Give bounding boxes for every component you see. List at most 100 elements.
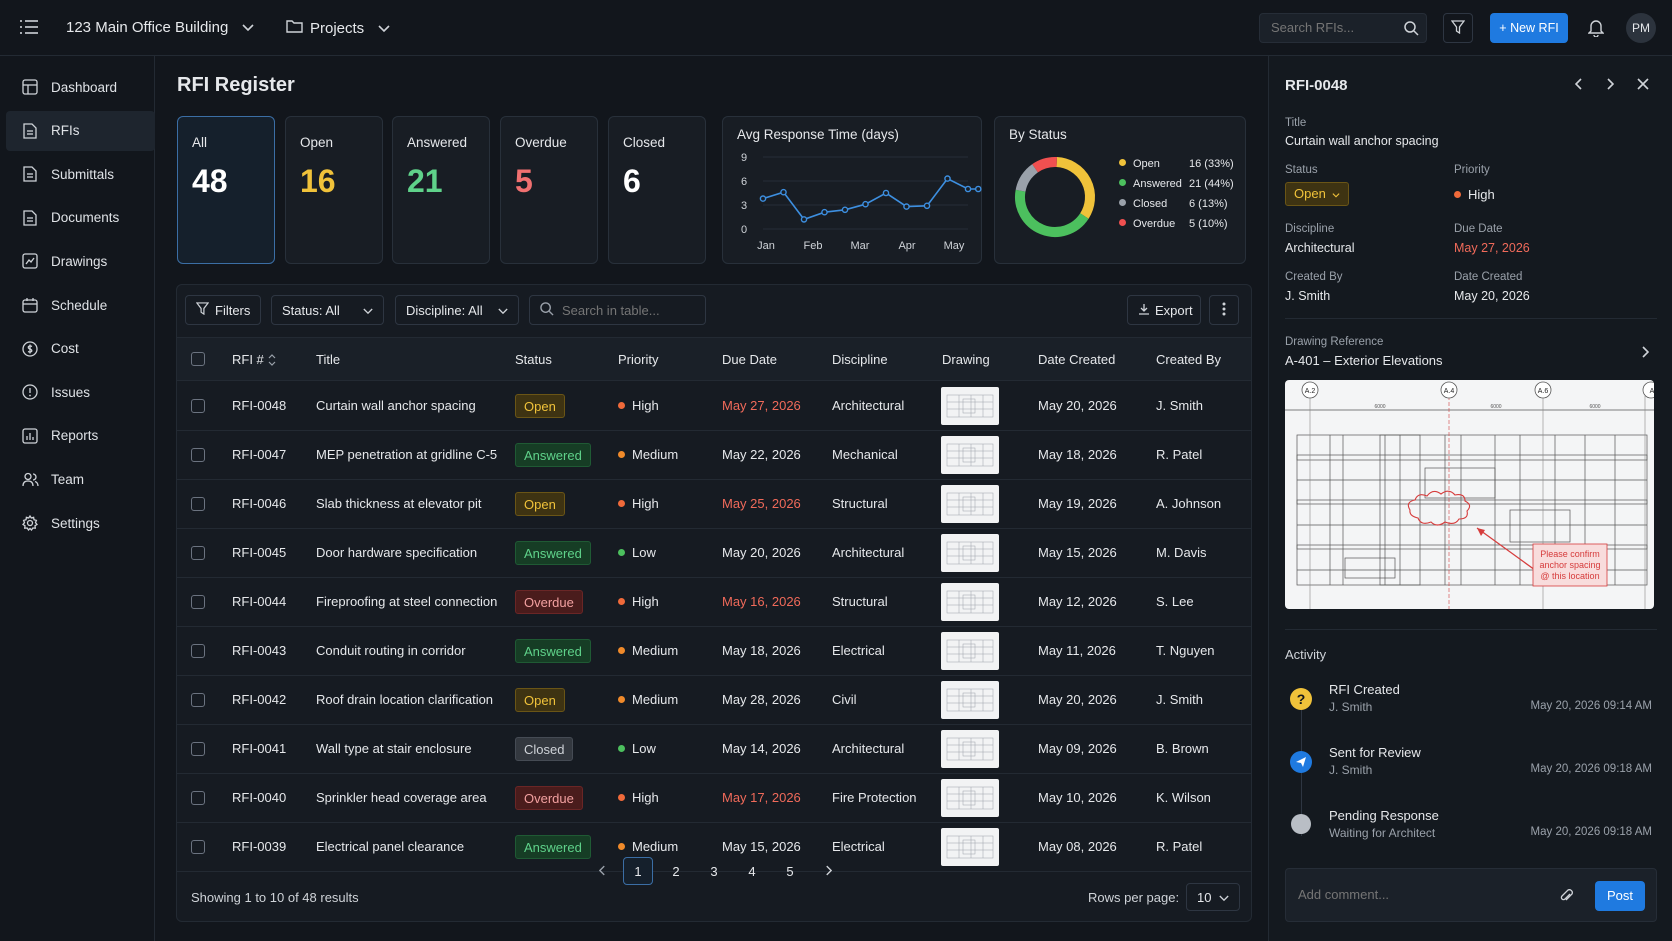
rfi-title[interactable]: Slab thickness at elevator pit <box>316 496 482 511</box>
page-button[interactable]: 2 <box>672 863 680 879</box>
table-search-input[interactable] <box>562 302 692 318</box>
row-checkbox[interactable] <box>191 448 205 462</box>
close-icon[interactable] <box>1637 78 1649 93</box>
table-row[interactable]: RFI-0042 Roof drain location clarificatio… <box>177 676 1251 725</box>
row-checkbox[interactable] <box>191 546 205 560</box>
rfi-number[interactable]: RFI-0042 <box>232 692 287 707</box>
sidebar-item-documents[interactable]: Documents <box>6 198 155 238</box>
search-icon[interactable] <box>1404 21 1419 39</box>
rfi-number[interactable]: RFI-0043 <box>232 643 287 658</box>
drawing-thumbnail[interactable] <box>941 681 999 719</box>
filters-button[interactable]: Filters <box>185 295 261 325</box>
page-button[interactable]: 4 <box>748 863 756 879</box>
attach-icon[interactable] <box>1560 889 1574 906</box>
sidebar-item-reports[interactable]: Reports <box>6 416 155 456</box>
drawing-thumbnail[interactable] <box>941 436 999 474</box>
select-all-checkbox[interactable] <box>191 352 205 366</box>
status-filter[interactable]: Status: All <box>271 295 384 325</box>
prev-page-button[interactable] <box>587 857 617 885</box>
drawing-thumbnail[interactable] <box>941 583 999 621</box>
rfi-number[interactable]: RFI-0040 <box>232 790 287 805</box>
chevron-right-icon[interactable] <box>1641 346 1650 361</box>
row-checkbox[interactable] <box>191 497 205 511</box>
stat-card-closed[interactable]: Closed 6 <box>608 116 706 264</box>
drawing-thumbnail[interactable] <box>941 534 999 572</box>
filter-button[interactable] <box>1443 13 1473 43</box>
status-dropdown[interactable]: Open <box>1285 182 1349 206</box>
rfi-number[interactable]: RFI-0045 <box>232 545 287 560</box>
table-row[interactable]: RFI-0043 Conduit routing in corridor Answe… <box>177 627 1251 676</box>
drawing-thumbnail[interactable] <box>941 828 999 866</box>
row-checkbox[interactable] <box>191 791 205 805</box>
next-page-button[interactable] <box>813 857 843 885</box>
sidebar-item-schedule[interactable]: Schedule <box>6 285 155 325</box>
sidebar-item-settings[interactable]: Settings <box>6 503 155 543</box>
search-input[interactable] <box>1271 20 1401 35</box>
rfi-number[interactable]: RFI-0044 <box>232 594 287 609</box>
rfi-number[interactable]: RFI-0048 <box>232 398 287 413</box>
prev-icon[interactable] <box>1574 78 1583 93</box>
more-button[interactable] <box>1209 295 1239 325</box>
stat-card-all[interactable]: All 48 <box>177 116 275 264</box>
drawing-thumbnail[interactable] <box>941 730 999 768</box>
drawing-preview[interactable]: A.2 A.4 A.6 A 6000 6000 6000 Please conf… <box>1285 380 1654 609</box>
row-checkbox[interactable] <box>191 840 205 854</box>
row-checkbox[interactable] <box>191 399 205 413</box>
sidebar-item-dashboard[interactable]: Dashboard <box>6 67 155 107</box>
post-button[interactable]: Post <box>1595 881 1645 911</box>
drawing-thumbnail[interactable] <box>941 387 999 425</box>
rfi-title[interactable]: Curtain wall anchor spacing <box>316 398 476 413</box>
next-icon[interactable] <box>1606 78 1615 93</box>
sidebar-item-drawings[interactable]: Drawings <box>6 241 155 281</box>
row-checkbox[interactable] <box>191 595 205 609</box>
project-selector[interactable]: 123 Main Office Building <box>66 19 254 36</box>
page-button[interactable]: 1 <box>623 857 653 885</box>
page-button[interactable]: 3 <box>710 863 718 879</box>
table-row[interactable]: RFI-0041 Wall type at stair enclosure Clos… <box>177 725 1251 774</box>
new-rfi-button[interactable]: + New RFI <box>1490 13 1568 43</box>
stat-card-answered[interactable]: Answered 21 <box>392 116 490 264</box>
rfi-number[interactable]: RFI-0039 <box>232 839 287 854</box>
stat-card-open[interactable]: Open 16 <box>285 116 383 264</box>
sidebar-item-rfis[interactable]: RFIs <box>6 110 155 151</box>
page-button[interactable]: 5 <box>786 863 794 879</box>
rfi-title[interactable]: Roof drain location clarification <box>316 692 494 707</box>
drawing-thumbnail[interactable] <box>941 485 999 523</box>
rfi-title[interactable]: Wall type at stair enclosure <box>316 741 472 756</box>
rfi-title[interactable]: Door hardware specification <box>316 545 478 560</box>
table-search[interactable] <box>529 295 706 325</box>
sort-icon[interactable] <box>268 354 276 369</box>
sidebar-item-issues[interactable]: Issues <box>6 372 155 412</box>
table-row[interactable]: RFI-0039 Electrical panel clearance Answer… <box>177 823 1251 872</box>
rows-per-page-select[interactable]: 10 <box>1186 883 1240 911</box>
drawing-reference-link[interactable]: A-401 – Exterior Elevations <box>1285 353 1443 368</box>
drawing-thumbnail[interactable] <box>941 632 999 670</box>
discipline-filter[interactable]: Discipline: All <box>395 295 519 325</box>
sidebar-item-team[interactable]: Team <box>6 459 155 499</box>
avatar[interactable]: PM <box>1626 13 1656 43</box>
table-row[interactable]: RFI-0040 Sprinkler head coverage area Over… <box>177 774 1251 823</box>
sidebar-item-cost[interactable]: Cost <box>6 329 155 369</box>
row-checkbox[interactable] <box>191 693 205 707</box>
table-row[interactable]: RFI-0044 Fireproofing at steel connection… <box>177 578 1251 627</box>
comment-input[interactable] <box>1298 887 1538 902</box>
row-checkbox[interactable] <box>191 742 205 756</box>
drawing-thumbnail[interactable] <box>941 779 999 817</box>
column-rfi-number[interactable]: RFI # <box>232 352 264 367</box>
search-box[interactable] <box>1259 13 1427 43</box>
stat-card-overdue[interactable]: Overdue 5 <box>500 116 598 264</box>
rfi-title[interactable]: Sprinkler head coverage area <box>316 790 487 805</box>
table-row[interactable]: RFI-0046 Slab thickness at elevator pit Op… <box>177 480 1251 529</box>
sidebar-item-submittals[interactable]: Submittals <box>6 154 155 194</box>
rfi-number[interactable]: RFI-0041 <box>232 741 287 756</box>
export-button[interactable]: Export <box>1127 295 1201 325</box>
rfi-title[interactable]: MEP penetration at gridline C-5 <box>316 447 498 462</box>
rfi-title[interactable]: Electrical panel clearance <box>316 839 465 854</box>
rfi-title[interactable]: Conduit routing in corridor <box>316 643 466 658</box>
rfi-number[interactable]: RFI-0047 <box>232 447 287 462</box>
bell-icon[interactable] <box>1587 18 1605 40</box>
projects-menu[interactable]: Projects <box>286 19 390 37</box>
row-checkbox[interactable] <box>191 644 205 658</box>
menu-icon[interactable] <box>20 19 38 35</box>
table-row[interactable]: RFI-0045 Door hardware specification Answe… <box>177 529 1251 578</box>
